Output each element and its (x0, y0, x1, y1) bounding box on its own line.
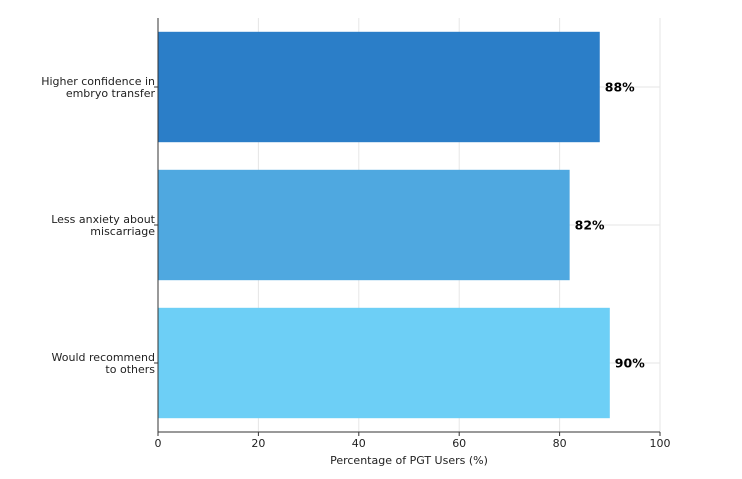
x-tick-label: 60 (452, 437, 466, 450)
data-label: 88% (605, 80, 635, 95)
category-label: Would recommend (52, 351, 155, 364)
bar (158, 169, 570, 281)
category-label: Higher confidence in (41, 75, 155, 88)
data-label: 90% (615, 356, 645, 371)
x-tick-label: 20 (251, 437, 265, 450)
x-tick-label: 0 (155, 437, 162, 450)
bar (158, 31, 600, 143)
bars (158, 31, 610, 419)
axes (154, 18, 661, 436)
x-tick-label: 40 (352, 437, 366, 450)
x-tick-label: 80 (553, 437, 567, 450)
x-tick-label: 100 (650, 437, 671, 450)
data-label: 82% (575, 218, 605, 233)
category-label: to others (105, 363, 155, 376)
x-axis-title: Percentage of PGT Users (%) (330, 454, 488, 467)
category-label: miscarriage (90, 225, 155, 238)
bar (158, 307, 610, 419)
category-label: Less anxiety about (51, 213, 155, 226)
category-label: embryo transfer (66, 87, 156, 100)
